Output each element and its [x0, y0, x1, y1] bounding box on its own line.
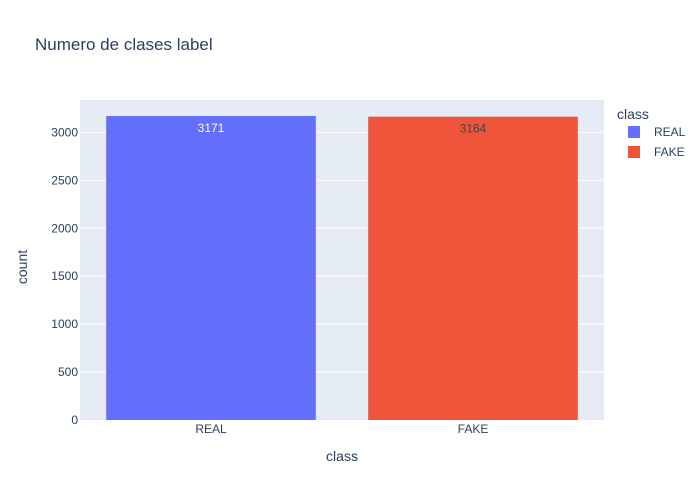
- y-tick-label: 2500: [51, 173, 78, 187]
- y-tick-label: 1000: [51, 317, 78, 331]
- legend[interactable]: class REAL FAKE: [617, 106, 686, 159]
- bar-value-label: 3164: [460, 122, 487, 136]
- bars: [106, 116, 578, 421]
- y-tick-label: 500: [58, 365, 78, 379]
- x-axis-title: class: [326, 448, 358, 464]
- bar-value-label: 3171: [198, 121, 225, 135]
- legend-item-real[interactable]: REAL: [628, 125, 686, 139]
- y-axis-ticks: 0 500 1000 1500 2000 2500 3000: [51, 125, 78, 427]
- y-tick-label: 2000: [51, 221, 78, 235]
- x-tick-label: FAKE: [458, 422, 489, 436]
- y-tick-label: 3000: [51, 125, 78, 139]
- y-tick-label: 0: [71, 413, 78, 427]
- legend-item-fake[interactable]: FAKE: [628, 145, 685, 159]
- legend-swatch: [628, 146, 640, 158]
- y-axis-title: count: [14, 250, 30, 284]
- legend-label: FAKE: [654, 145, 685, 159]
- bar-real[interactable]: [106, 116, 316, 421]
- legend-title: class: [617, 106, 649, 122]
- bar-data-labels: 3171 3164: [198, 121, 487, 136]
- x-axis-ticks: REAL FAKE: [195, 422, 488, 436]
- x-tick-label: REAL: [195, 422, 227, 436]
- chart-title: Numero de clases label: [35, 35, 213, 54]
- bar-fake[interactable]: [368, 116, 578, 420]
- legend-label: REAL: [654, 125, 686, 139]
- y-tick-label: 1500: [51, 269, 78, 283]
- legend-swatch: [628, 126, 640, 138]
